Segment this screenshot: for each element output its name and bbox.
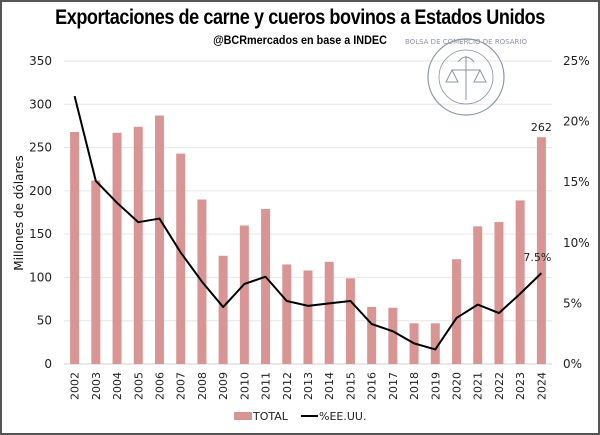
x-tick-label: 2011: [260, 372, 273, 400]
y2-tick-label: 20%: [563, 115, 590, 129]
x-tick-label: 2021: [472, 372, 485, 400]
x-tick-label: 2006: [153, 372, 166, 400]
y-axis-left: 0 50 100 150 200 250 300 350: [29, 54, 52, 371]
x-tick-label: 2019: [429, 372, 442, 400]
bar-2007: [176, 153, 186, 364]
bar-2010: [239, 225, 249, 364]
bar-2011: [261, 209, 271, 364]
y-tick-label: 0: [44, 357, 52, 371]
x-tick-label: 2005: [132, 372, 145, 400]
bar-2022: [494, 222, 504, 364]
y-tick-label: 250: [29, 141, 52, 155]
x-tick-label: 2002: [69, 372, 82, 400]
y2-tick-label: 25%: [563, 54, 590, 68]
y-axis-label: Millones de dólares: [12, 155, 26, 271]
x-tick-label: 2023: [514, 372, 527, 400]
bar-2013: [303, 270, 313, 364]
legend-swatch-total: [234, 412, 252, 420]
x-tick-label: 2013: [302, 372, 315, 400]
x-tick-label: 2007: [175, 372, 188, 400]
line-data-label: 7.5%: [523, 251, 551, 264]
legend-label-pct: %EE.UU.: [319, 410, 366, 423]
y2-tick-label: 0%: [563, 357, 582, 371]
chart-title: Exportaciones de carne y cueros bovinos …: [55, 6, 545, 29]
data-labels: 262 7.5%: [523, 121, 551, 264]
x-tick-label: 2024: [535, 372, 548, 400]
x-tick-label: 2020: [451, 372, 464, 400]
y-tick-label: 300: [29, 97, 52, 111]
y2-tick-label: 10%: [563, 236, 590, 250]
x-tick-label: 2012: [281, 372, 294, 400]
bar-2006: [154, 115, 164, 364]
x-tick-label: 2015: [344, 372, 357, 400]
y2-tick-label: 15%: [563, 175, 590, 189]
x-tick-label: 2018: [408, 372, 421, 400]
bars-total: [70, 115, 546, 365]
x-tick-label: 2003: [90, 372, 103, 400]
bar-data-label: 262: [531, 121, 552, 134]
x-tick-label: 2009: [217, 372, 230, 400]
bar-2014: [324, 261, 334, 364]
chart-subtitle: @BCRmercados en base a INDEC: [213, 33, 387, 47]
y2-tick-label: 5%: [563, 296, 582, 310]
bar-2017: [388, 307, 398, 364]
bar-2002: [70, 131, 80, 364]
x-tick-label: 2004: [111, 372, 124, 400]
bar-2003: [91, 180, 101, 364]
bar-2004: [112, 132, 122, 364]
x-tick-label: 2014: [323, 372, 336, 400]
svg-text:BOLSA DE COMERCIO DE ROSARIO: BOLSA DE COMERCIO DE ROSARIO: [405, 38, 527, 46]
bar-2009: [218, 255, 228, 364]
bcr-seal-watermark: BOLSA DE COMERCIO DE ROSARIO: [405, 38, 527, 116]
legend: TOTAL %EE.UU.: [234, 410, 366, 423]
bar-2005: [133, 126, 143, 365]
bar-2015: [345, 278, 355, 364]
y-tick-label: 100: [29, 270, 52, 284]
x-tick-label: 2016: [366, 372, 379, 400]
bar-2021: [473, 226, 483, 364]
legend-label-total: TOTAL: [252, 410, 289, 423]
bar-2019: [430, 323, 440, 364]
y-tick-label: 200: [29, 184, 52, 198]
x-tick-label: 2008: [196, 372, 209, 400]
y-tick-label: 150: [29, 227, 52, 241]
bar-2016: [367, 306, 377, 364]
bar-2020: [452, 259, 462, 364]
bar-2012: [282, 264, 292, 364]
x-axis: 2002 2003 2004 2005 2006 2007 2008 2009 2010 2011…: [69, 372, 549, 400]
x-tick-label: 2022: [493, 372, 506, 400]
x-tick-label: 2010: [238, 372, 251, 400]
y-tick-label: 50: [37, 314, 52, 328]
line-pct-eeuu: [73, 95, 543, 351]
y-tick-label: 350: [29, 54, 52, 68]
y-axis-right: 0% 5% 10% 15% 20% 25%: [563, 54, 590, 371]
bar-2024: [536, 137, 546, 364]
bar-2023: [515, 200, 525, 364]
x-tick-label: 2017: [387, 372, 400, 400]
